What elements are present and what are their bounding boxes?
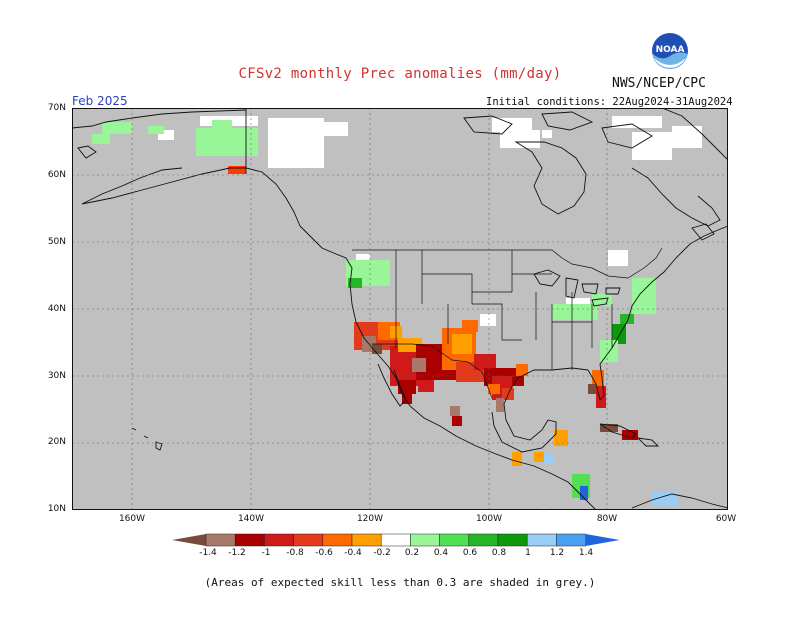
colorbar-cell [264,533,294,547]
colorbar-tick: 0.4 [433,548,449,558]
colorbar-cell [556,533,586,547]
logo-text: NOAA [656,45,685,55]
colorbar-tick: 0.6 [462,548,478,558]
colorbar-left-arrow [172,534,206,546]
colorbar-tick: -0.6 [315,548,333,558]
colorbar-cell [322,533,353,547]
political-borders [352,247,663,399]
lat-label-50n: 50N [47,237,66,247]
colorbar-cell [468,533,499,547]
colorbar-cell [234,533,265,547]
colorbar-right-arrow [585,534,620,546]
lon-label-60w: 60W [715,514,737,524]
skill-mask-background [72,108,728,510]
coastlines [72,108,728,510]
colorbar-tick: -0.8 [286,548,304,558]
colorbar-cell [205,533,236,547]
colorbar-tick: -1.2 [228,548,246,558]
lat-label-10n: 10N [47,504,66,514]
colorbar-cell [351,533,382,547]
initial-conditions: Initial conditions: 22Aug2024-31Aug2024 [486,96,733,108]
anomaly-map [72,108,728,510]
agency-label: NWS/NCEP/CPC [612,76,706,91]
colorbar-tick: -0.2 [373,548,391,558]
lon-label-140w: 140W [237,514,265,524]
lat-label-70n: 70N [47,103,66,113]
colorbar-tick: -1 [261,548,271,558]
colorbar-cell [293,533,324,547]
colorbar-tick: 0.8 [491,548,507,558]
footer-note: (Areas of expected skill less than 0.3 a… [204,576,596,589]
lat-label-60n: 60N [47,170,66,180]
lat-lon-grid [72,108,728,510]
colorbar-cell [410,533,440,547]
colorbar-tick: 1.2 [549,548,565,558]
lat-label-20n: 20N [47,437,66,447]
lon-label-80w: 80W [596,514,618,524]
lon-label-100w: 100W [475,514,503,524]
colorbar-cell [380,533,411,547]
chart-title: CFSv2 monthly Prec anomalies (mm/day) [238,66,562,82]
lon-label-120w: 120W [356,514,384,524]
colorbar-tick: 1 [525,548,531,558]
colorbar-cell [526,533,557,547]
colorbar-tick: 1.4 [578,548,594,558]
noaa-logo: NOAA [651,32,689,70]
neutral-anomaly-areas [158,116,702,326]
forecast-month: Feb 2025 [72,94,128,108]
colorbar-tick: -1.4 [199,548,217,558]
lat-label-40n: 40N [47,304,66,314]
colorbar-cell [439,533,470,547]
positive-anomaly-areas [92,120,678,510]
negative-anomaly-areas [228,166,638,466]
lat-label-30n: 30N [47,371,66,381]
colorbar-cell [497,533,528,547]
lon-label-160w: 160W [118,514,146,524]
colorbar-tick: 0.2 [404,548,420,558]
map-frame [72,108,728,510]
colorbar-tick: -0.4 [344,548,362,558]
colorbar [172,533,620,547]
